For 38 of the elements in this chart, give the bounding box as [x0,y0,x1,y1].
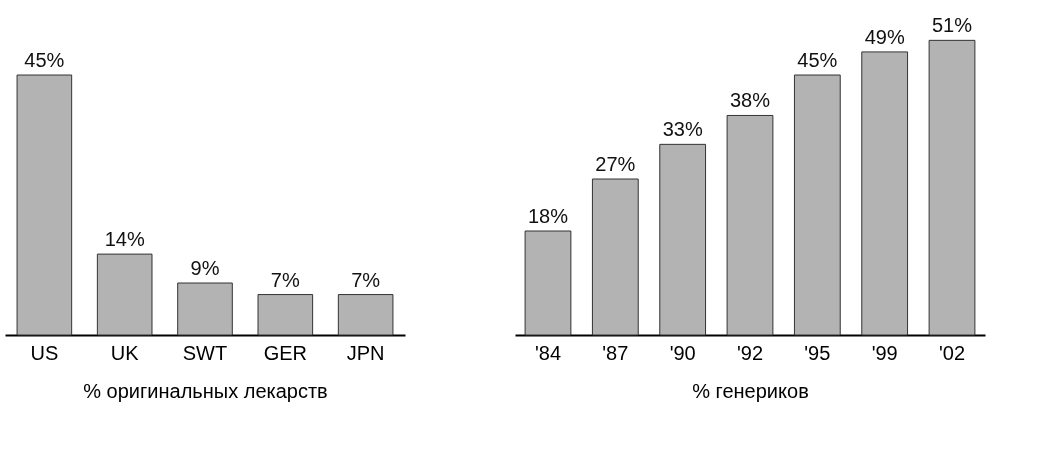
bar [337,294,394,336]
bar [96,253,153,336]
bar [177,282,233,336]
bar [257,294,314,336]
data-label: 14% [104,228,145,251]
x-tick-label: US [30,341,59,364]
x-tick-label: '90 [669,341,696,364]
bar [591,178,639,336]
bar [928,39,976,336]
bar [659,143,707,336]
data-label: 38% [729,89,771,112]
x-axis-title: % оригинальных лекарств [83,379,328,402]
bar [16,74,73,336]
x-tick-label: '92 [736,341,764,364]
data-label: 33% [662,118,703,141]
x-axis-title: % генериков [692,379,809,402]
x-tick-label: UK [110,341,140,364]
bar [793,74,841,336]
data-label: 45% [24,49,65,72]
x-tick-label: GER [263,341,307,364]
bar [861,51,909,336]
bar [524,230,572,336]
data-label: 9% [190,257,220,279]
data-label: 51% [931,14,973,37]
x-tick-label: '99 [871,341,898,364]
data-label: 7% [351,268,381,291]
x-tick-label: '95 [804,341,831,364]
bar [726,114,774,336]
data-label: 49% [864,25,905,48]
x-tick-label: '87 [602,341,629,364]
x-tick-label: JPN [346,341,385,364]
x-tick-label: '84 [534,341,562,364]
data-label: 27% [595,153,636,176]
x-tick-label: '02 [938,341,966,364]
data-label: 18% [527,205,569,228]
x-tick-label: SWT [182,341,228,364]
data-label: 7% [270,268,300,291]
data-label: 45% [797,49,838,72]
